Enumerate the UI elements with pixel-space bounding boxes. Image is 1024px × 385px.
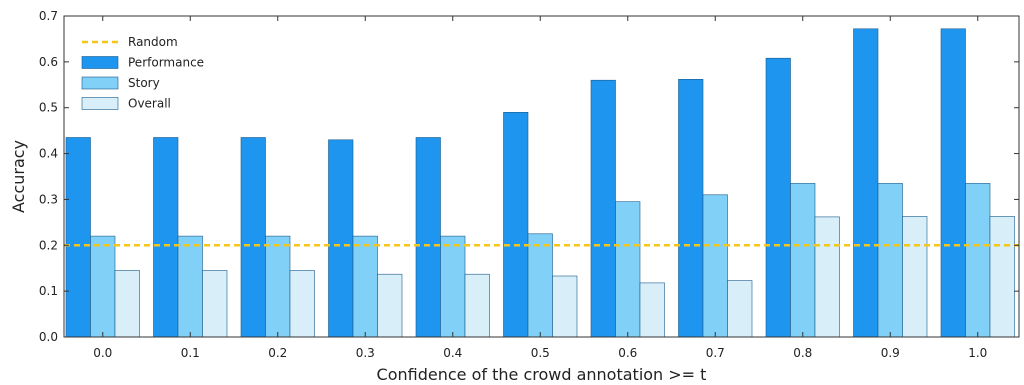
bar-performance-0.4	[415, 137, 441, 338]
bar-overall-0.3	[377, 273, 403, 338]
x-axis-title: Confidence of the crowd annotation >= t	[377, 365, 707, 384]
legend-swatch-overall	[81, 97, 119, 110]
bar-performance-0.5	[503, 112, 529, 338]
plot-frame	[63, 15, 1020, 338]
bar-story-0.0	[90, 235, 116, 338]
bar-story-0.6	[615, 201, 641, 338]
bar-story-0.5	[527, 233, 553, 338]
bar-performance-0.9	[853, 28, 879, 338]
bar-overall-0.7	[727, 280, 753, 338]
x-tick-label: 0.7	[706, 346, 725, 360]
y-axis-title: Accuracy	[9, 140, 28, 213]
bar-overall-0.6	[639, 282, 665, 338]
x-tick-label: 0.1	[181, 346, 200, 360]
x-tick-label: 0.2	[268, 346, 287, 360]
legend-label-overall: Overall	[128, 97, 171, 111]
x-axis: 0.0 0.1 0.2 0.3 0.4 0.5 0.6 0.7 0.8 0.9 1.0	[93, 16, 987, 360]
bar-overall-1.0	[989, 216, 1015, 338]
bar-overall-0.8	[814, 216, 840, 338]
bar-performance-0.8	[765, 57, 791, 338]
bar-overall-0.4	[464, 273, 490, 338]
x-tick-label: 0.5	[531, 346, 550, 360]
bar-story-0.8	[790, 183, 816, 338]
x-tick-label: 0.3	[356, 346, 375, 360]
bar-performance-0.2	[240, 137, 266, 338]
legend-swatch-story	[81, 76, 119, 90]
x-tick-label: 0.8	[793, 346, 812, 360]
legend-label-random: Random	[128, 35, 178, 49]
bars-layer	[65, 28, 1015, 338]
y-tick-label: 0.2	[39, 238, 58, 252]
legend-label-story: Story	[128, 76, 160, 90]
bar-overall-0.2	[289, 270, 315, 338]
bar-story-0.4	[440, 235, 466, 338]
bar-performance-0.1	[153, 137, 179, 338]
bar-performance-1.0	[940, 28, 966, 338]
bar-story-0.7	[702, 194, 728, 338]
x-tick-label: 1.0	[968, 346, 987, 360]
bar-story-0.2	[265, 235, 291, 338]
bar-performance-0.3	[328, 139, 354, 338]
bar-performance-0.7	[678, 79, 704, 338]
x-tick-label: 0.4	[443, 346, 462, 360]
y-tick-label: 0.3	[39, 192, 58, 206]
y-tick-label: 0.1	[39, 284, 58, 298]
bar-overall-0.5	[552, 275, 578, 338]
y-axis: 0.0 0.1 0.2 0.3 0.4 0.5 0.6 0.7	[39, 9, 1019, 344]
bar-story-0.9	[877, 183, 903, 338]
x-tick-label: 0.0	[93, 346, 112, 360]
bar-story-0.1	[177, 235, 203, 338]
legend-swatch-performance	[81, 56, 119, 69]
legend-label-performance: Performance	[128, 56, 204, 70]
legend: Random Performance Story Overall	[81, 35, 204, 111]
x-tick-label: 0.9	[881, 346, 900, 360]
bar-overall-0.0	[114, 270, 140, 338]
bar-performance-0.6	[590, 79, 616, 338]
x-tick-label: 0.6	[618, 346, 637, 360]
bar-story-1.0	[965, 183, 991, 338]
y-tick-label: 0.5	[39, 101, 58, 115]
bar-story-0.3	[352, 235, 378, 338]
y-tick-label: 0.6	[39, 55, 58, 69]
bar-overall-0.1	[202, 270, 228, 338]
y-tick-label: 0.4	[39, 147, 58, 161]
y-tick-label: 0.0	[39, 330, 58, 344]
bar-overall-0.9	[902, 216, 928, 338]
bar-performance-0.0	[65, 137, 91, 338]
y-tick-label: 0.7	[39, 9, 58, 23]
